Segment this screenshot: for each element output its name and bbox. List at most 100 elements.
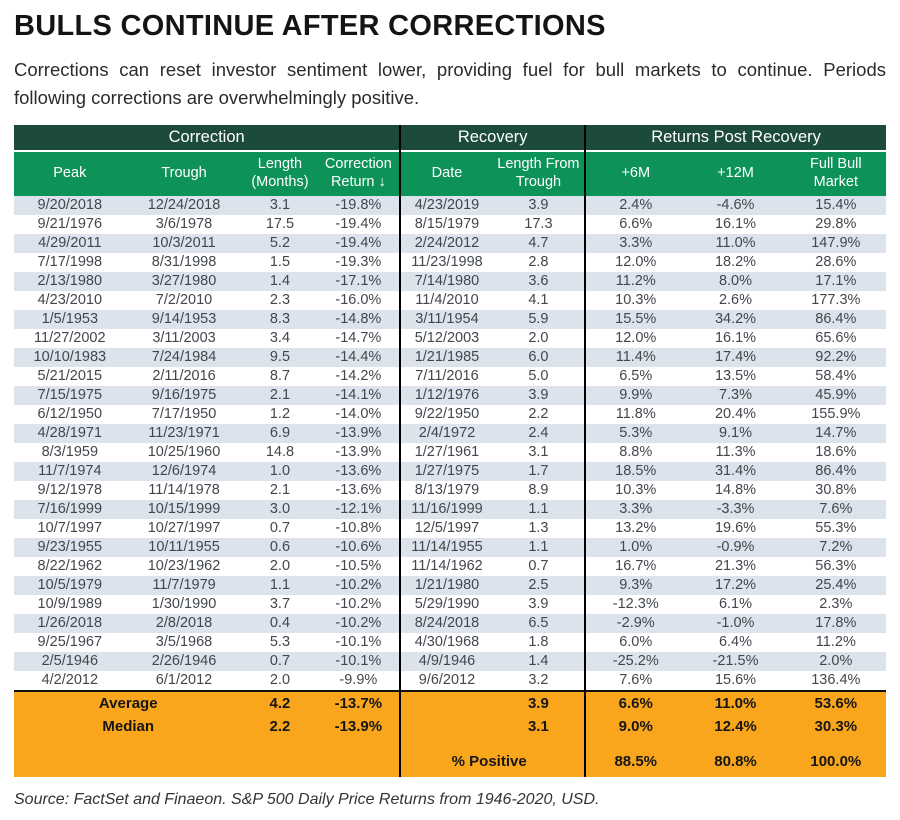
table-cell: 1.2 [269, 405, 291, 422]
table-row: 7/15/1975 9/16/1975 2.1 -14.1% 1/12/1976 3.9 9… [14, 385, 886, 405]
table-cell: 16.1% [714, 215, 757, 232]
table-cell: 11/14/1978 [148, 481, 220, 498]
average-date-blank [399, 689, 493, 715]
table-footer: Average 4.2 -13.7% 3.9 6.6% 11.0% 53.6% … [14, 689, 886, 777]
table-cell: 4/23/2010 [37, 291, 103, 308]
table-cell: 0.7 [528, 557, 549, 574]
table-cell: 11.2% [815, 633, 856, 650]
average-recovery-length: 3.9 [492, 689, 586, 715]
table-cell: 2/11/2016 [152, 367, 216, 384]
median-date-blank [399, 714, 493, 738]
table-cell: 2/8/2018 [125, 613, 243, 633]
table-body: 9/20/2018 12/24/2018 3.1 -19.8% 4/23/2019 3.9… [14, 195, 886, 691]
table-cell: 8/13/1979 [399, 480, 493, 500]
table-cell: 147.9% [785, 233, 886, 253]
table-cell: 2.4% [584, 195, 686, 215]
table-row: 4/23/2010 7/2/2010 2.3 -16.0% 11/4/2010 4.1 10… [14, 290, 886, 310]
table-cell: 13.2% [584, 518, 686, 538]
table-cell: 11/14/1955 [399, 537, 493, 557]
table-cell: 3.3% [584, 499, 686, 519]
table-cell: -13.6% [335, 481, 382, 498]
table-cell: 4/2/2012 [41, 671, 99, 688]
table-cell: -19.4% [335, 215, 382, 232]
table-cell: 1.1 [242, 575, 318, 595]
table-cell: 1/21/1985 [399, 347, 493, 367]
table-cell: 9.9% [584, 385, 686, 405]
table-cell: 6.0 [492, 347, 586, 367]
table-cell: -14.8% [317, 309, 401, 329]
table-cell: 16.1% [714, 329, 757, 346]
table-row: 7/17/1998 8/31/1998 1.5 -19.3% 11/23/1998 2.8… [14, 252, 886, 272]
table-cell: 4/28/1971 [14, 423, 126, 443]
table-cell: 0.7 [242, 651, 318, 671]
table-cell: 17.2% [685, 575, 786, 595]
table-row: 7/16/1999 10/15/1999 3.0 -12.1% 11/16/1999 1.… [14, 499, 886, 519]
table-cell: 11/7/1979 [125, 575, 243, 595]
table-cell: 2.3% [819, 595, 853, 612]
table-row: 4/2/2012 6/1/2012 2.0 -9.9% 9/6/2012 3.2 7.6% 1… [14, 670, 886, 691]
table-cell: 10/23/1962 [147, 557, 221, 574]
table-cell: 6/12/1950 [37, 405, 103, 422]
table-cell: 2/5/1946 [14, 651, 126, 671]
table-cell: 2.3 [269, 291, 291, 308]
table-row: 11/7/1974 12/6/1974 1.0 -13.6% 1/27/1975 1.7 1… [14, 461, 886, 481]
table-cell: 4/30/1968 [399, 632, 493, 652]
table-cell: -14.1% [317, 385, 401, 405]
pct-positive-6m: 88.5% [584, 750, 686, 777]
table-cell: 7.2% [785, 537, 886, 557]
table-cell: 11/4/2010 [399, 290, 493, 310]
percent-positive-row: % Positive 88.5% 80.8% 100.0% [14, 750, 886, 777]
table-cell: 3.4 [269, 329, 291, 346]
table-cell: 7/15/1975 [14, 385, 126, 405]
table-cell: 5.9 [492, 309, 586, 329]
table-cell: 5.0 [528, 367, 549, 384]
average-label: Average [14, 689, 243, 715]
table-row: 11/27/2002 3/11/2003 3.4 -14.7% 5/12/2003 2.0… [14, 328, 886, 348]
corrections-table: Correction Recovery Returns Post Recover… [14, 124, 886, 777]
table-cell: 6.5% [584, 366, 686, 386]
table-cell: 9/14/1953 [125, 309, 243, 329]
table-cell: 9/22/1950 [399, 404, 493, 424]
table-cell: 6.9 [242, 423, 318, 443]
table-cell: 3.3% [584, 233, 686, 253]
table-cell: 3/11/2003 [152, 329, 216, 346]
table-cell: 9/21/1976 [37, 215, 103, 232]
table-cell: 8.9 [528, 481, 549, 498]
table-cell: 11/23/1998 [399, 252, 493, 272]
table-cell: 56.3% [815, 557, 857, 574]
table-cell: -12.3% [584, 594, 686, 614]
table-cell: 5.2 [242, 233, 318, 253]
table-cell: 9/25/1967 [37, 633, 103, 650]
table-cell: 8/24/2018 [399, 613, 493, 633]
table-cell: -1.0% [685, 613, 786, 633]
table-cell: 2.8 [528, 253, 549, 270]
table-cell: 2.2 [528, 405, 549, 422]
table-row: 1/5/1953 9/14/1953 8.3 -14.8% 3/11/1954 5.9 15… [14, 309, 886, 329]
table-cell: 7.3% [685, 385, 786, 405]
table-cell: 5.3 [269, 633, 291, 650]
table-cell: 2.0 [269, 557, 291, 574]
table-cell: 18.5% [584, 461, 686, 481]
col-header-trough: Trough [125, 149, 243, 196]
median-label: Median [14, 714, 243, 738]
table-cell: 1.1 [492, 537, 586, 557]
table-cell: 14.8% [714, 481, 757, 498]
table-cell: 10/7/1997 [37, 519, 103, 536]
table-cell: 11.3% [715, 443, 756, 460]
table-cell: 5/12/2003 [399, 328, 493, 348]
table-cell: 11/27/2002 [34, 329, 106, 346]
table-row: 9/21/1976 3/6/1978 17.5 -19.4% 8/15/1979 17.3… [14, 214, 886, 234]
table-cell: 3/27/1980 [125, 271, 243, 291]
table-cell: 2.1 [242, 385, 318, 405]
table-cell: -4.6% [685, 195, 786, 215]
table-cell: 34.2% [685, 309, 786, 329]
table-cell: 7/11/2016 [399, 366, 493, 386]
table-cell: 10/5/1979 [14, 575, 126, 595]
table-row: 6/12/1950 7/17/1950 1.2 -14.0% 9/22/1950 2.2 1… [14, 404, 886, 424]
table-cell: 0.6 [242, 537, 318, 557]
table-cell: -10.2% [335, 595, 382, 612]
table-cell: 86.4% [785, 461, 886, 481]
table-cell: 10/10/1983 [14, 347, 126, 367]
col-header-peak: Peak [14, 149, 126, 196]
table-cell: 12/24/2018 [125, 195, 243, 215]
